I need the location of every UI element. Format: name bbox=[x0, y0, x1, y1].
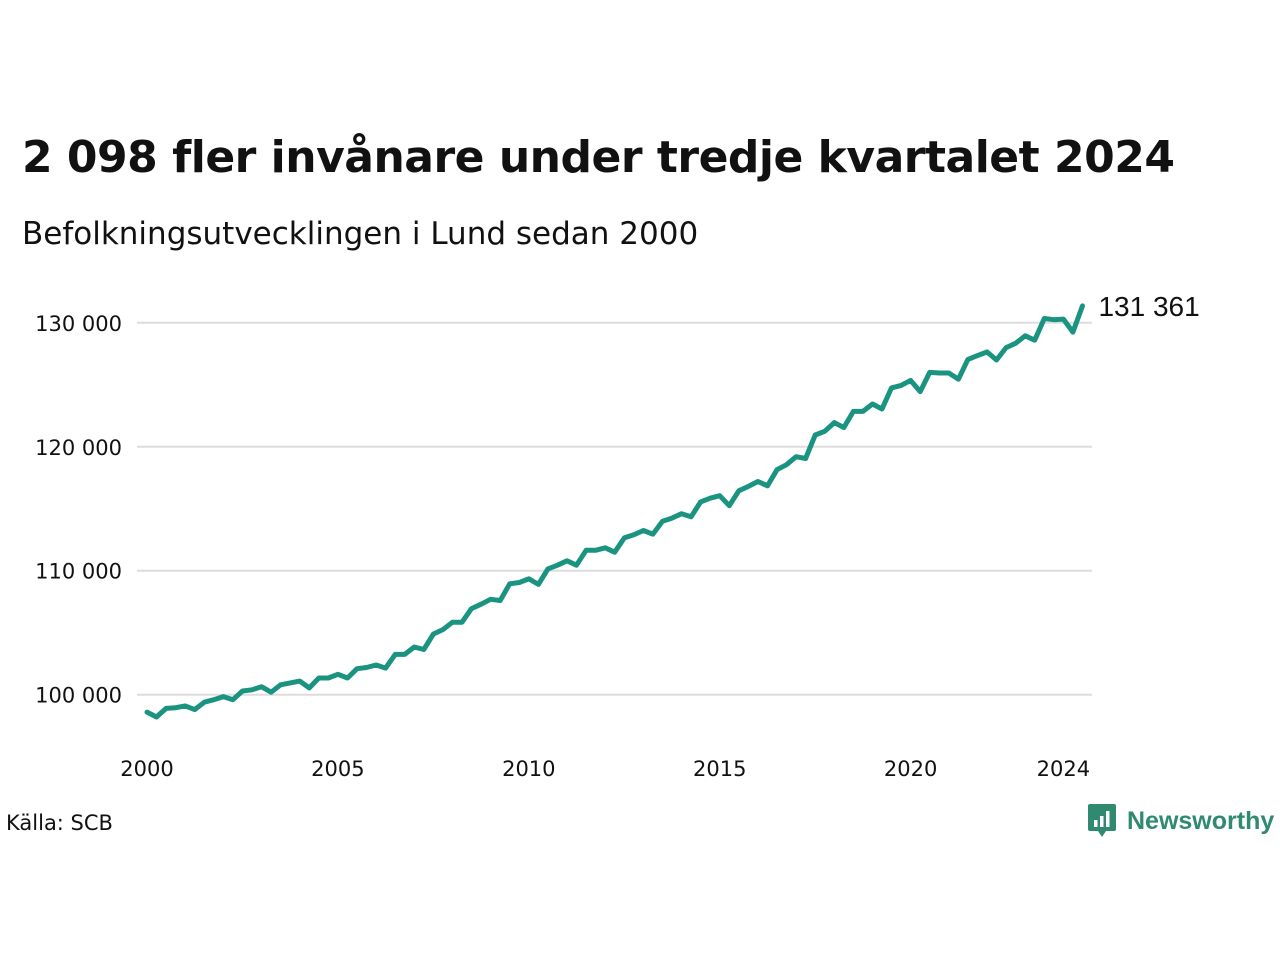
y-tick-label: 100 000 bbox=[35, 684, 122, 708]
y-tick-label: 110 000 bbox=[35, 560, 122, 584]
source-note: Källa: SCB bbox=[6, 811, 113, 835]
y-tick-label: 130 000 bbox=[35, 312, 122, 336]
x-tick-label: 2005 bbox=[311, 757, 364, 781]
chart-title: 2 098 fler invånare under tredje kvartal… bbox=[22, 132, 1175, 183]
population-series-line bbox=[144, 303, 1085, 720]
y-axis-ticks: 100 000 110 000 120 000 130 000 bbox=[35, 312, 122, 708]
chart-subtitle: Befolkningsutvecklingen i Lund sedan 200… bbox=[22, 216, 699, 252]
x-tick-label: 2015 bbox=[693, 757, 746, 781]
brand-name: Newsworthy bbox=[1127, 806, 1275, 835]
x-tick-label: 2020 bbox=[884, 757, 937, 781]
x-tick-label: 2010 bbox=[502, 757, 555, 781]
gridlines bbox=[137, 321, 1092, 696]
x-axis-ticks: 2000 2005 2010 2015 2020 2024 bbox=[120, 757, 1090, 781]
end-value-label: 131 361 bbox=[1098, 291, 1199, 322]
x-tick-label: 2000 bbox=[120, 757, 173, 781]
brand-logo: Newsworthy bbox=[1087, 803, 1274, 839]
y-tick-label: 120 000 bbox=[35, 436, 122, 460]
x-tick-label: 2024 bbox=[1037, 757, 1090, 781]
newsworthy-logo-icon bbox=[1088, 804, 1116, 837]
